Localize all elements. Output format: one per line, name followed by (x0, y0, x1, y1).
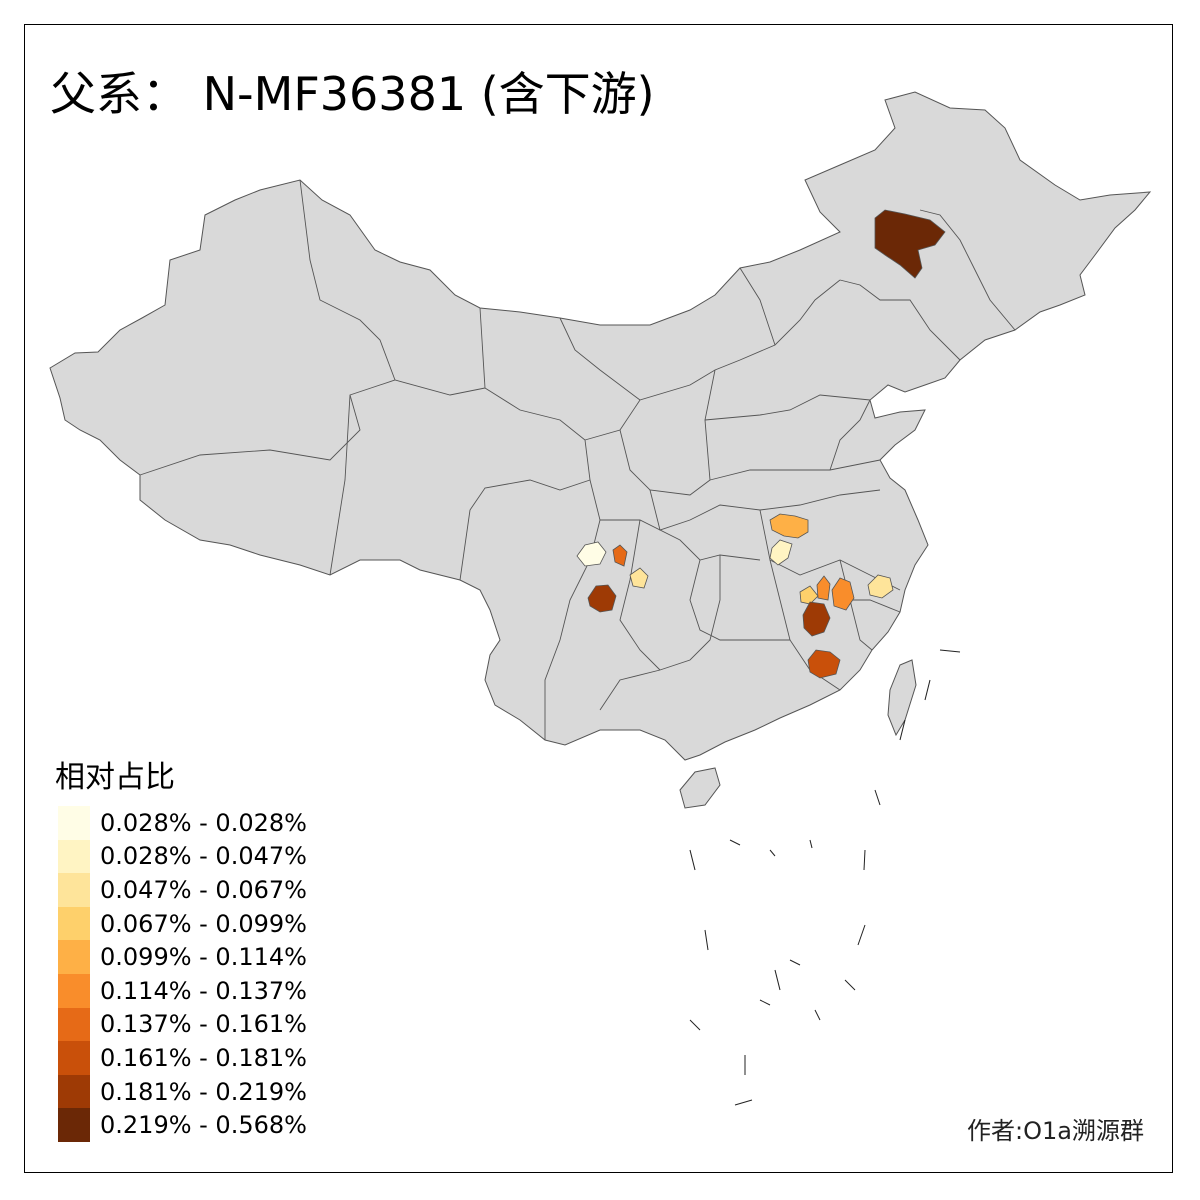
legend-swatch (58, 940, 90, 974)
china-landmass (49, 91, 1152, 761)
region-jiangxi-jian (802, 601, 831, 637)
legend-item: 0.047% - 0.067% (58, 873, 307, 907)
region-sichuan-chengdu-west (576, 541, 607, 567)
legend-label: 0.161% - 0.181% (100, 1043, 307, 1072)
legend-swatch (58, 1007, 90, 1042)
legend-swatch (58, 839, 90, 874)
legend-label: 0.028% - 0.047% (100, 842, 307, 871)
hainan-island (679, 767, 721, 809)
map-title: 父系： N-MF36381 (含下游) (50, 67, 655, 121)
legend-swatch (58, 1074, 90, 1109)
legend-item: 0.114% - 0.137% (58, 973, 307, 1008)
legend-swatch (58, 1041, 90, 1075)
south-sea-islands (689, 649, 961, 1106)
legend-label: 0.114% - 0.137% (100, 976, 307, 1005)
region-zhejiang-jinhua (867, 574, 894, 599)
legend: 0.028% - 0.028% 0.028% - 0.047% 0.047% -… (58, 806, 307, 1142)
legend-label: 0.028% - 0.028% (100, 808, 307, 837)
region-henan-xinyang (769, 513, 809, 539)
legend-label: 0.137% - 0.161% (100, 1010, 307, 1039)
legend-swatch (58, 1108, 90, 1142)
legend-label: 0.047% - 0.067% (100, 875, 307, 904)
legend-swatch (58, 806, 90, 840)
legend-swatch (58, 873, 90, 907)
region-jiangxi-xinyu (799, 585, 819, 605)
legend-title: 相对占比 (55, 760, 175, 795)
taiwan-island (887, 659, 917, 737)
legend-item: 0.028% - 0.047% (58, 839, 307, 874)
highlighted-regions (576, 209, 946, 679)
legend-label: 0.181% - 0.219% (100, 1077, 307, 1106)
legend-label: 0.219% - 0.568% (100, 1111, 307, 1140)
legend-item: 0.219% - 0.568% (58, 1108, 307, 1142)
legend-swatch (58, 906, 90, 941)
legend-swatch (58, 973, 90, 1008)
author-credit: 作者:O1a溯源群 (967, 1117, 1144, 1145)
legend-label: 0.067% - 0.099% (100, 909, 307, 938)
region-sichuan-liangshan (587, 584, 617, 613)
legend-item: 0.099% - 0.114% (58, 940, 307, 974)
region-hubei-xiaogan (769, 539, 793, 566)
region-chongqing (629, 567, 649, 589)
legend-item: 0.181% - 0.219% (58, 1074, 307, 1109)
region-jiangxi-ganzhou (807, 649, 841, 679)
legend-label: 0.099% - 0.114% (100, 943, 307, 972)
legend-item: 0.028% - 0.028% (58, 806, 307, 840)
legend-item: 0.137% - 0.161% (58, 1007, 307, 1042)
legend-item: 0.161% - 0.181% (58, 1041, 307, 1075)
region-sichuan-guangyuan (612, 544, 628, 567)
region-northeast-hulunbuir (874, 209, 946, 279)
region-jiangxi-nanchang (831, 577, 855, 611)
legend-item: 0.067% - 0.099% (58, 906, 307, 941)
